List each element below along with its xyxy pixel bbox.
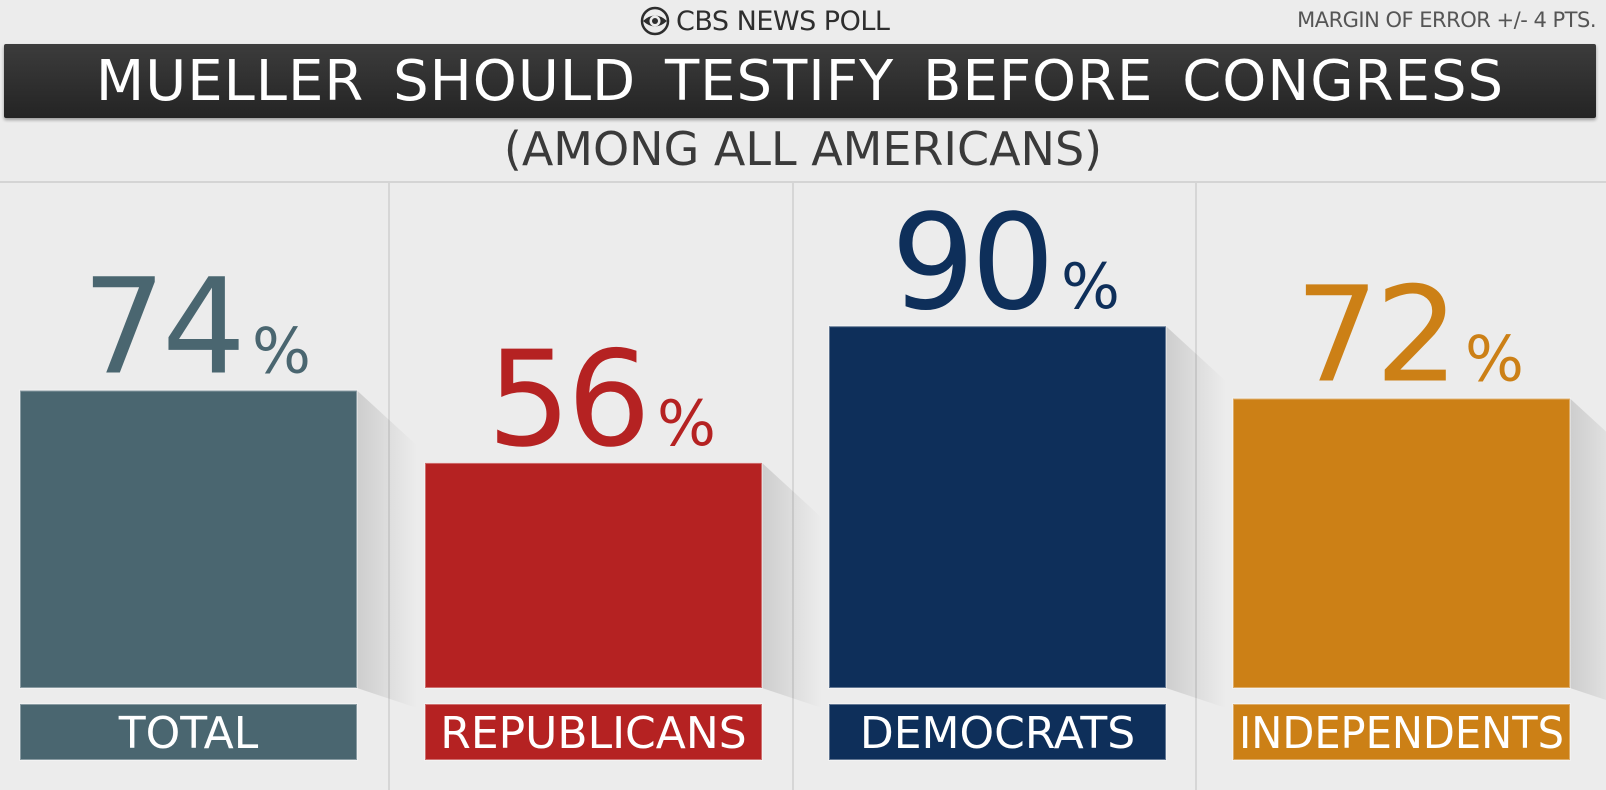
- bar-shadow: [762, 462, 822, 708]
- margin-of-error: MARGIN OF ERROR +/- 4 PTS.: [1297, 8, 1596, 32]
- category-label-box: [1232, 703, 1571, 761]
- panel-divider: [792, 183, 794, 790]
- category-label-box: [828, 703, 1167, 761]
- bar-shadow: [1570, 398, 1606, 700]
- category-label-box: [424, 703, 763, 761]
- value-label: 72%: [1295, 259, 1524, 413]
- title-bar: MUELLER SHOULD TESTIFY BEFORE CONGRESS: [4, 44, 1596, 118]
- category-label: INDEPENDENTS: [1239, 708, 1564, 759]
- bar: [19, 389, 358, 689]
- value-label: 90%: [891, 186, 1120, 340]
- cbs-eye-icon: [640, 6, 670, 36]
- bar-shadow: [1166, 326, 1226, 708]
- chart-title: MUELLER SHOULD TESTIFY BEFORE CONGRESS: [95, 48, 1505, 114]
- brand-label: CBS NEWS POLL: [676, 5, 890, 37]
- category-label: REPUBLICANS: [440, 708, 746, 759]
- category-label-box: [19, 703, 358, 761]
- chart-subtitle: (AMONG ALL AMERICANS): [503, 122, 1103, 176]
- brand: CBS NEWS POLL: [640, 0, 890, 42]
- panel-top-line: [0, 181, 1606, 183]
- bar: [1232, 397, 1571, 689]
- value-label: 74%: [82, 251, 311, 405]
- category-label: TOTAL: [118, 708, 259, 759]
- bar: [424, 461, 763, 689]
- category-label: DEMOCRATS: [860, 708, 1135, 759]
- bar: [828, 325, 1167, 689]
- value-label: 56%: [487, 323, 716, 477]
- bar-shadow: [357, 390, 417, 708]
